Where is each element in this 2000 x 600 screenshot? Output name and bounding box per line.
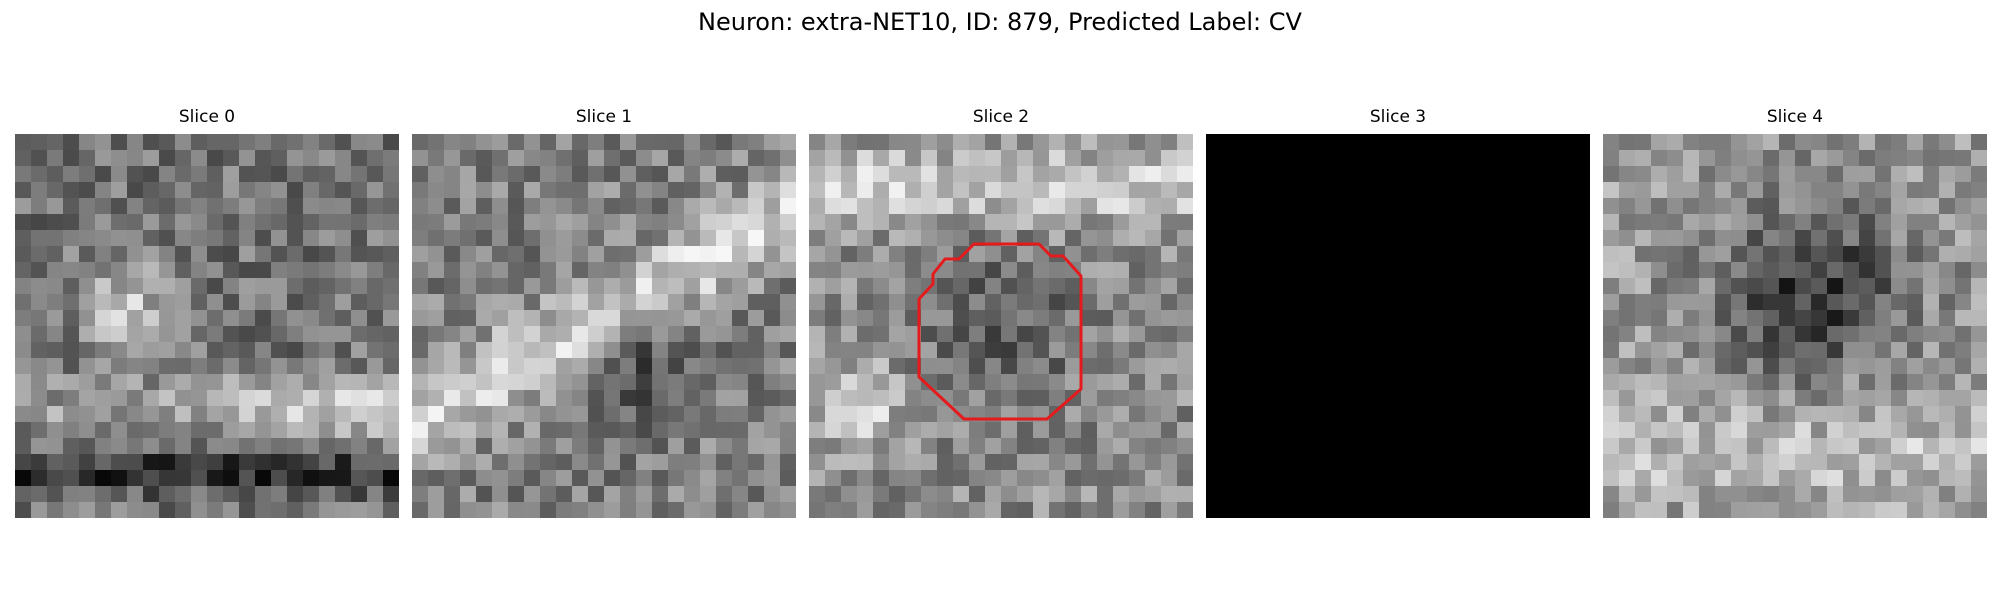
slice-image-0 xyxy=(15,134,399,518)
slice-panel-4: Slice 4 xyxy=(1603,0,1987,520)
slice-panel-0: Slice 0 xyxy=(15,0,399,520)
slice-title-2: Slice 2 xyxy=(972,107,1030,127)
pixel-grid xyxy=(412,134,796,518)
pixel-grid xyxy=(809,134,1193,518)
black-slice-fill xyxy=(1206,134,1590,518)
pixel-grid xyxy=(15,134,399,518)
slice-image-3 xyxy=(1206,134,1590,518)
slice-title-4: Slice 4 xyxy=(1766,107,1824,127)
figure-title: Neuron: extra-NET10, ID: 879, Predicted … xyxy=(698,8,1302,36)
pixel-grid xyxy=(1603,134,1987,518)
roi-contour xyxy=(917,242,1083,421)
slice-title-1: Slice 1 xyxy=(575,107,633,127)
slice-image-4 xyxy=(1603,134,1987,518)
slice-panel-2: Slice 2 xyxy=(809,0,1193,520)
slice-panel-1: Slice 1 xyxy=(412,0,796,520)
slice-image-1 xyxy=(412,134,796,518)
slice-title-0: Slice 0 xyxy=(178,107,236,127)
slice-title-3: Slice 3 xyxy=(1369,107,1427,127)
slice-panel-3: Slice 3 xyxy=(1206,0,1590,520)
slice-image-2 xyxy=(809,134,1193,518)
